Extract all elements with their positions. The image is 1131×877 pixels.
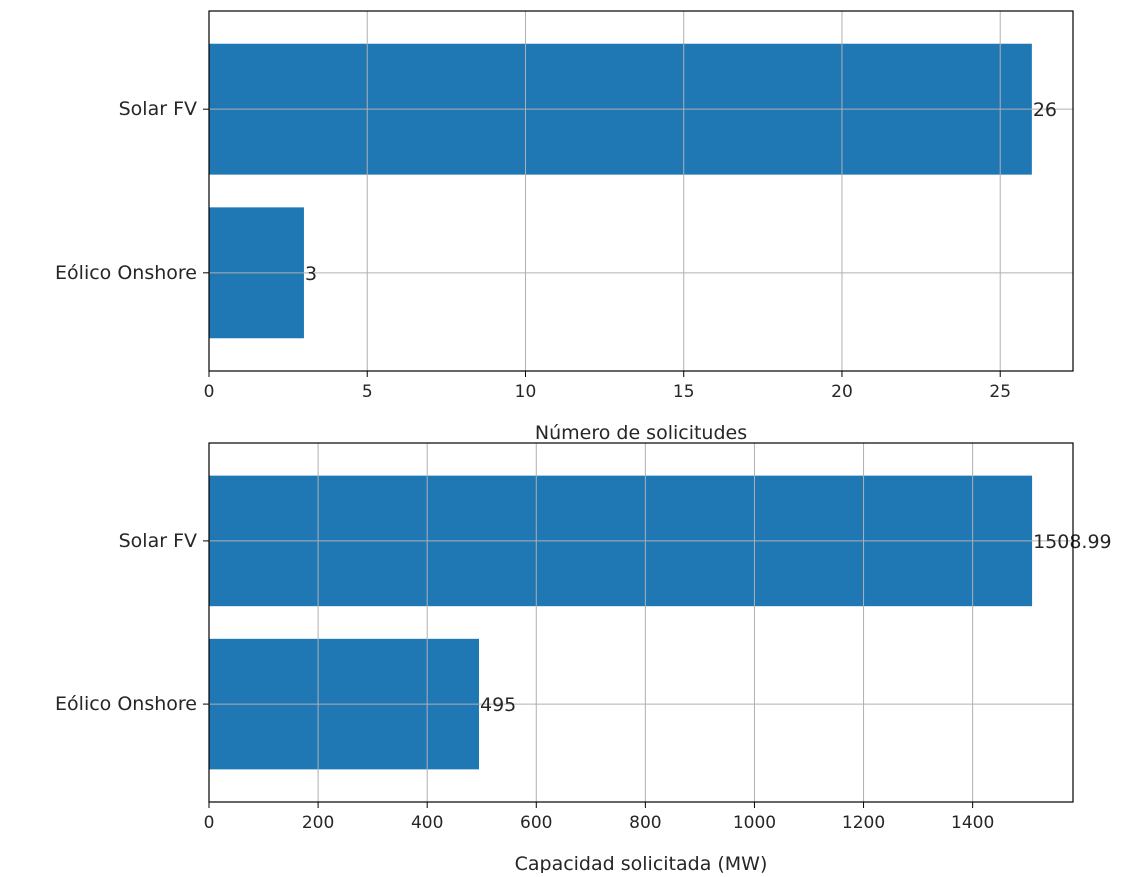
category-label: Solar FV	[119, 98, 197, 120]
x-tick-label: 1400	[951, 813, 994, 833]
data-label: 495	[480, 694, 516, 716]
x-tick-label: 200	[302, 813, 334, 833]
category-label: Solar FV	[119, 530, 197, 552]
x-tick-label: 0	[204, 813, 215, 833]
x-tick-label: 10	[515, 382, 537, 402]
category-label: Eólico Onshore	[55, 262, 197, 284]
x-tick-label: 1000	[733, 813, 776, 833]
x-tick-label: 15	[673, 382, 695, 402]
data-label: 26	[1033, 99, 1057, 121]
x-tick-label: 400	[411, 813, 443, 833]
x-axis-label: Capacidad solicitada (MW)	[515, 853, 768, 873]
chart-axes-1: 0 5 10 15 20 25 Solar FV Eólico Onshore 26 3 Númer…	[55, 10, 1074, 444]
x-tick-label: 600	[520, 813, 552, 833]
x-axis-label: Número de solicitudes	[535, 422, 747, 444]
data-label: 1508.99	[1033, 531, 1112, 553]
x-tick-label: 20	[831, 382, 853, 402]
axes-frame	[208, 10, 1074, 372]
data-label: 3	[305, 263, 317, 285]
x-tick-label: 25	[989, 382, 1011, 402]
x-tick-label: 5	[362, 382, 373, 402]
x-tick-label: 0	[204, 382, 215, 402]
x-tick-label: 800	[629, 813, 661, 833]
chart-axes-2: 0 200 400 600 800 1000 1200 1400 Solar FV Eólico …	[55, 442, 1112, 875]
x-tick-label: 1200	[842, 813, 885, 833]
category-label: Eólico Onshore	[55, 693, 197, 715]
axes-frame	[208, 442, 1074, 803]
